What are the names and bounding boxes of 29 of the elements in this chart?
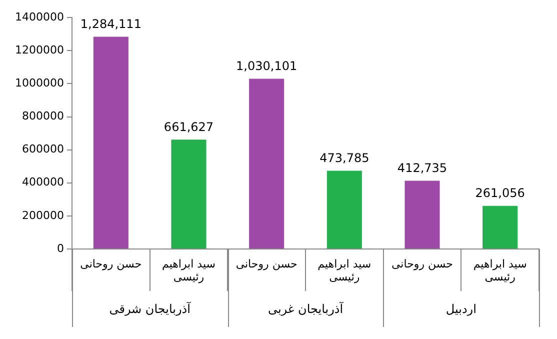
bar bbox=[326, 170, 362, 248]
y-tick-label: 1000000 bbox=[14, 76, 64, 90]
y-tick-label: 400000 bbox=[22, 176, 64, 189]
bar bbox=[93, 36, 128, 248]
data-label: 473,785 bbox=[320, 150, 370, 165]
bar bbox=[482, 206, 518, 248]
y-tick-label: 0 bbox=[56, 242, 64, 255]
data-label: 661,627 bbox=[164, 120, 214, 134]
data-label: 261,056 bbox=[475, 186, 525, 200]
bar bbox=[249, 78, 284, 248]
bar bbox=[171, 140, 206, 248]
text: آذربایجان شرقی bbox=[109, 301, 192, 316]
y-tick-label: 600000 bbox=[22, 142, 64, 156]
x-tick-label: حسن روحانی bbox=[391, 257, 453, 270]
x-tick-label: حسن روحانی bbox=[236, 257, 298, 270]
data-label: 1,284,111 bbox=[80, 16, 142, 31]
data-label: 412,735 bbox=[397, 160, 448, 175]
x-tick-label: سید ابراهیم رئیسی bbox=[473, 257, 527, 284]
y-tick-label: 800000 bbox=[22, 110, 64, 123]
text: آذربایجان غربی bbox=[268, 301, 344, 316]
x-tick-label: حسن روحانی bbox=[80, 257, 142, 270]
y-tick-label: 1400000 bbox=[14, 10, 64, 24]
x-tick-label: سید ابراهیم رئیسی bbox=[162, 257, 216, 284]
y-tick-label: 200000 bbox=[22, 208, 64, 222]
text: اردبیل bbox=[446, 302, 476, 316]
x-tick-label: سید ابراهیم رئیسی bbox=[318, 257, 372, 284]
y-tick-label: 1200000 bbox=[14, 44, 64, 57]
data-label: 1,030,101 bbox=[236, 58, 298, 73]
bar bbox=[404, 180, 440, 248]
